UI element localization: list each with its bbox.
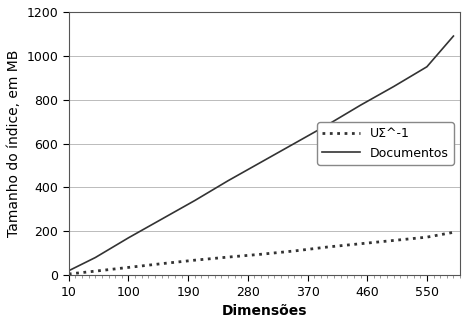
Documentos bbox=[159, 217, 164, 221]
Documentos bbox=[126, 236, 131, 240]
UΣ^-1 bbox=[225, 255, 231, 259]
Y-axis label: Tamanho do índice, em MB: Tamanho do índice, em MB bbox=[7, 50, 21, 237]
UΣ^-1 bbox=[192, 258, 198, 262]
UΣ^-1 bbox=[424, 235, 430, 239]
Documentos bbox=[358, 103, 363, 107]
X-axis label: Dimensões: Dimensões bbox=[222, 304, 307, 318]
UΣ^-1 bbox=[325, 245, 330, 249]
Documentos bbox=[225, 179, 231, 183]
UΣ^-1 bbox=[92, 269, 98, 273]
Legend: UΣ^-1, Documentos: UΣ^-1, Documentos bbox=[318, 123, 454, 165]
UΣ^-1 bbox=[66, 272, 71, 276]
Line: UΣ^-1: UΣ^-1 bbox=[69, 232, 453, 274]
UΣ^-1 bbox=[258, 252, 264, 256]
Documentos bbox=[451, 34, 456, 38]
Documentos bbox=[424, 65, 430, 69]
Documentos bbox=[391, 84, 396, 88]
Documentos bbox=[258, 160, 264, 164]
Documentos bbox=[325, 123, 330, 127]
UΣ^-1 bbox=[291, 249, 297, 253]
UΣ^-1 bbox=[126, 266, 131, 269]
Line: Documentos: Documentos bbox=[69, 36, 453, 271]
UΣ^-1 bbox=[358, 242, 363, 246]
Documentos bbox=[66, 269, 71, 273]
Documentos bbox=[291, 142, 297, 146]
UΣ^-1 bbox=[451, 230, 456, 234]
Documentos bbox=[92, 255, 98, 259]
UΣ^-1 bbox=[159, 262, 164, 266]
UΣ^-1 bbox=[391, 239, 396, 242]
Documentos bbox=[192, 199, 198, 202]
